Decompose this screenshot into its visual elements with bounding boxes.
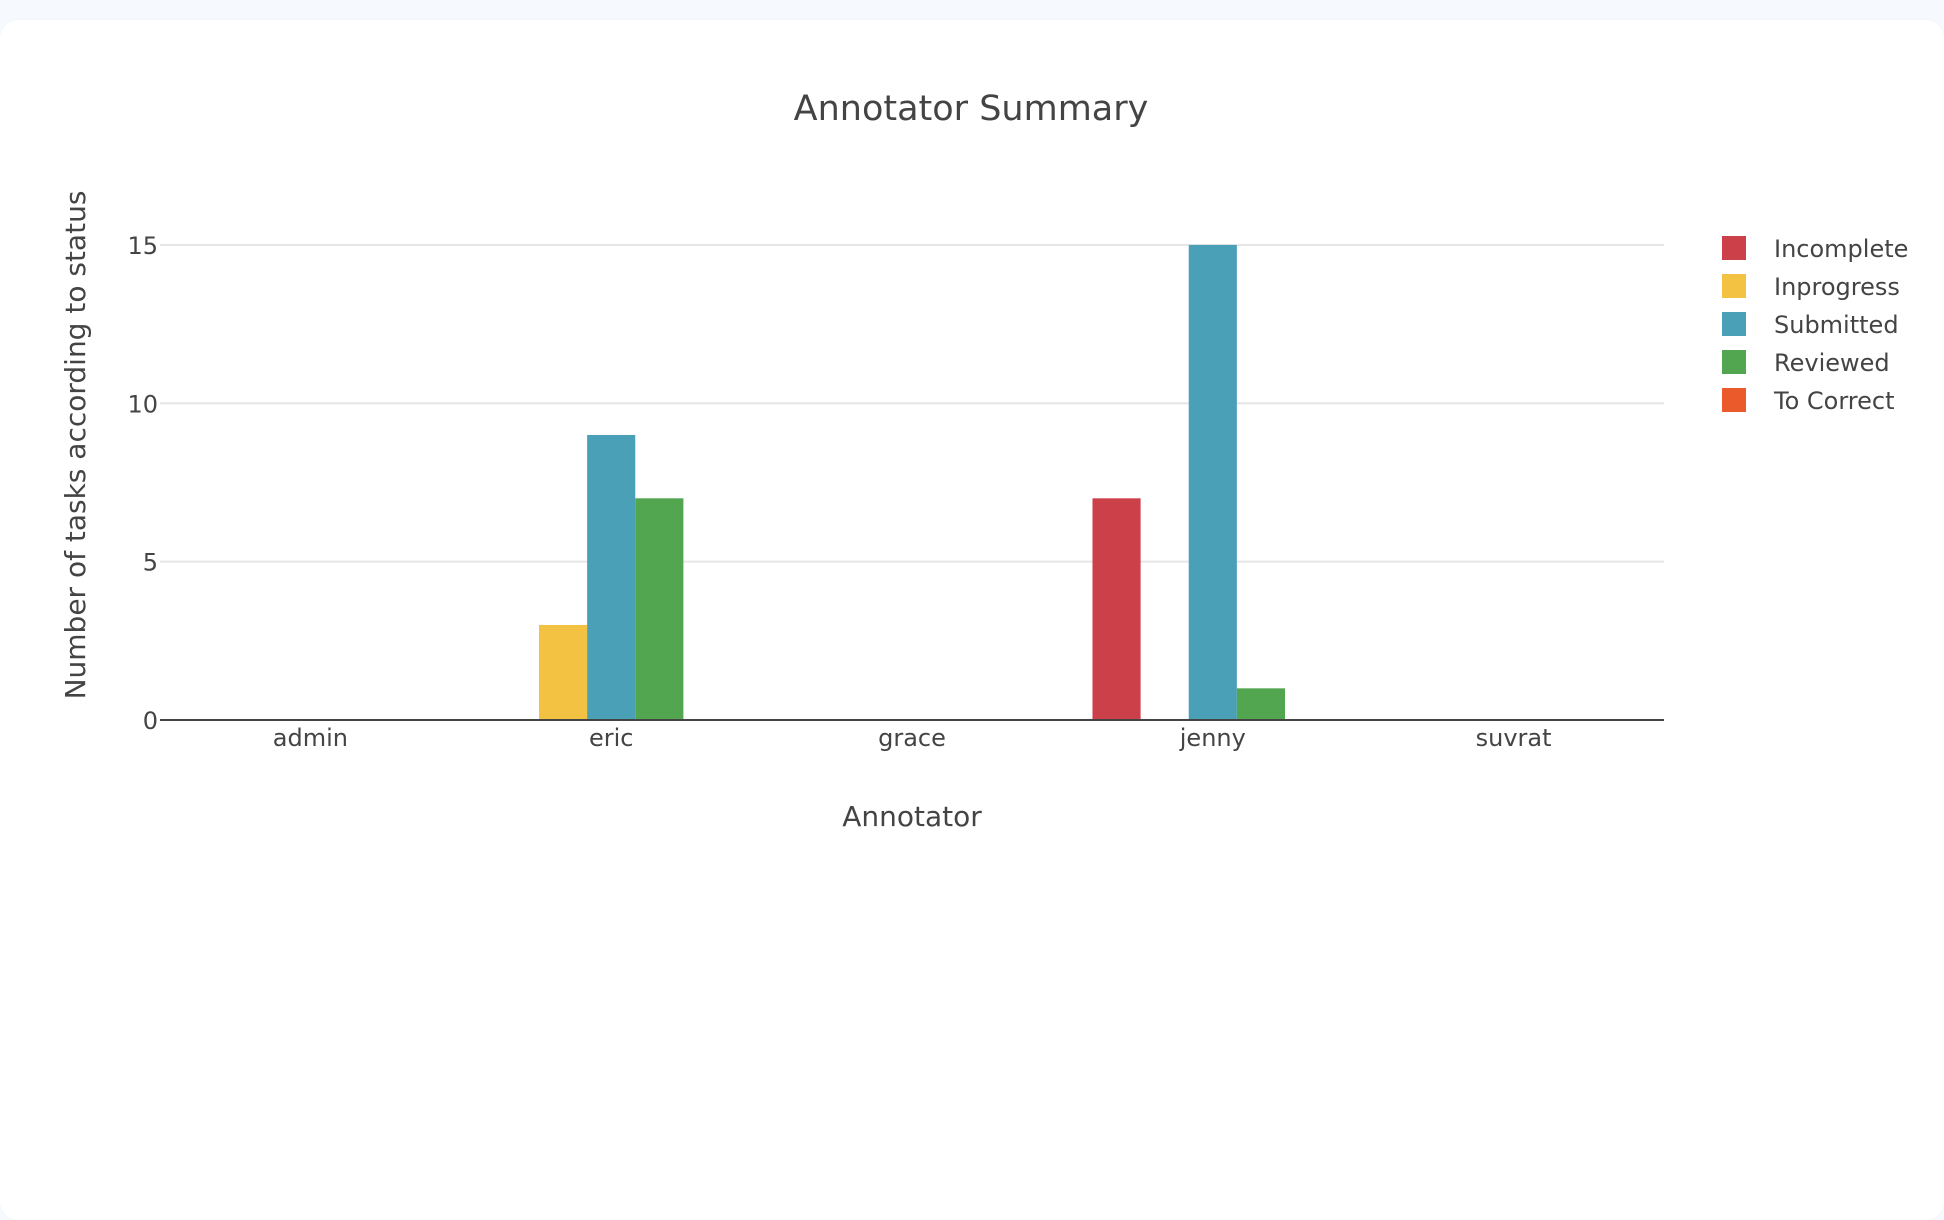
y-tick-label: 10 bbox=[127, 390, 158, 418]
x-tick-label: grace bbox=[878, 724, 946, 752]
legend-swatch[interactable] bbox=[1722, 274, 1746, 298]
legend-label[interactable]: Inprogress bbox=[1774, 273, 1900, 301]
y-tick-label: 15 bbox=[127, 232, 158, 260]
legend-swatch[interactable] bbox=[1722, 236, 1746, 260]
bar-jenny-submitted[interactable] bbox=[1188, 244, 1237, 720]
legend-label[interactable]: To Correct bbox=[1773, 387, 1895, 415]
bar-jenny-reviewed[interactable] bbox=[1236, 688, 1285, 720]
x-tick-label: eric bbox=[589, 724, 634, 752]
x-axis-title: Annotator bbox=[842, 800, 982, 833]
legend-swatch[interactable] bbox=[1722, 388, 1746, 412]
bar-eric-submitted[interactable] bbox=[587, 434, 636, 720]
chart-card bbox=[0, 20, 1944, 1220]
bar-jenny-incomplete[interactable] bbox=[1092, 498, 1141, 720]
bars bbox=[539, 244, 1285, 720]
legend-label[interactable]: Submitted bbox=[1774, 311, 1899, 339]
y-axis-title: Number of tasks according to status bbox=[59, 191, 92, 700]
y-tick-labels: 0 5 10 15 bbox=[127, 232, 158, 735]
legend-swatch[interactable] bbox=[1722, 312, 1746, 336]
x-tick-label: suvrat bbox=[1476, 724, 1552, 752]
bar-eric-reviewed[interactable] bbox=[635, 498, 684, 720]
bar-eric-inprogress[interactable] bbox=[539, 624, 588, 720]
legend-label[interactable]: Incomplete bbox=[1774, 235, 1908, 263]
y-tick-label: 0 bbox=[143, 707, 158, 735]
legend: Incomplete Inprogress Submitted Reviewed To … bbox=[1722, 235, 1908, 415]
x-tick-label: jenny bbox=[1179, 724, 1246, 752]
y-tick-label: 5 bbox=[143, 549, 158, 577]
x-tick-labels: admin eric grace jenny suvrat bbox=[273, 724, 1552, 752]
legend-swatch[interactable] bbox=[1722, 350, 1746, 374]
x-tick-label: admin bbox=[273, 724, 348, 752]
chart-title: Annotator Summary bbox=[794, 89, 1149, 129]
gridlines bbox=[160, 243, 1664, 563]
legend-label[interactable]: Reviewed bbox=[1774, 349, 1890, 377]
